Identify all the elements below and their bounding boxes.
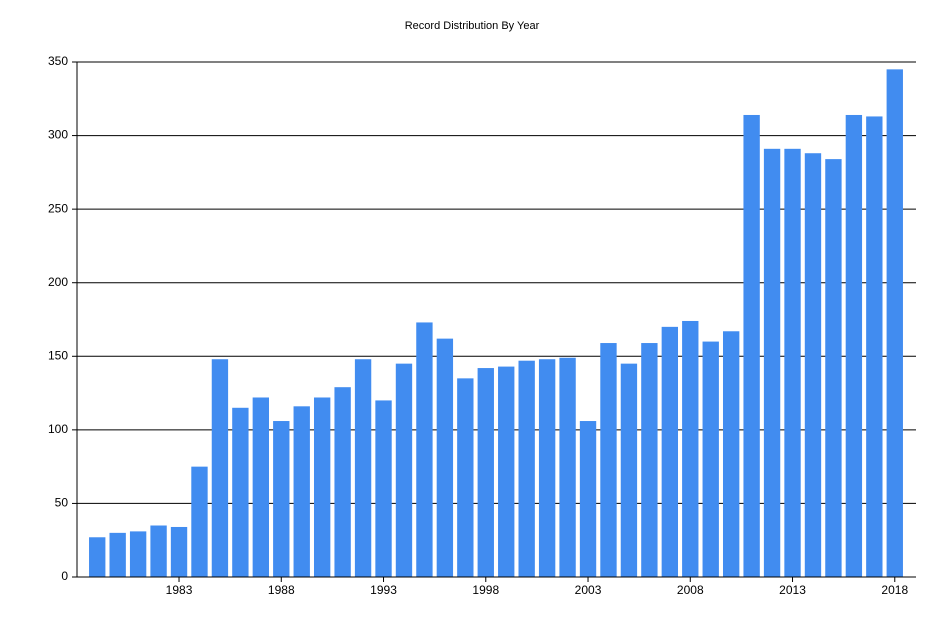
y-tick-label: 250 [48, 201, 68, 215]
bar [191, 466, 208, 577]
bar [825, 159, 842, 577]
bar [89, 537, 106, 577]
bar [170, 526, 188, 577]
bar [211, 359, 229, 577]
y-tick-label: 150 [48, 348, 68, 362]
bar [763, 148, 781, 578]
bar [579, 421, 597, 577]
x-tick-label: 1998 [472, 583, 499, 597]
bar [722, 331, 740, 577]
bar [436, 338, 454, 577]
bar [457, 378, 474, 577]
x-tick-label: 2003 [575, 583, 602, 597]
y-tick-label: 100 [48, 422, 68, 436]
bar [559, 357, 576, 577]
bar [600, 343, 617, 577]
y-tick-label: 200 [48, 275, 68, 289]
bar [518, 360, 535, 577]
bar [804, 153, 822, 577]
bar [538, 359, 556, 577]
bar [354, 359, 372, 577]
bar [477, 368, 494, 577]
bar [743, 114, 760, 577]
bar [784, 148, 801, 578]
x-tick-label: 2013 [779, 583, 806, 597]
bar [395, 363, 413, 577]
bar [845, 114, 863, 577]
bar [620, 363, 638, 577]
y-tick-label: 50 [55, 496, 69, 510]
bar [150, 525, 167, 577]
bar [334, 387, 351, 577]
bar [313, 397, 331, 577]
bar [702, 341, 719, 577]
bar [416, 322, 433, 577]
bar [375, 400, 392, 577]
bar [273, 421, 290, 577]
x-tick-label: 2008 [677, 583, 704, 597]
bar [498, 366, 515, 577]
bar [252, 397, 270, 577]
bar [109, 532, 126, 577]
bar [682, 320, 699, 577]
bar [232, 407, 249, 577]
bar [641, 343, 658, 577]
bar [886, 69, 903, 577]
bar [866, 116, 883, 577]
bar [293, 406, 310, 577]
y-tick-label: 0 [61, 569, 68, 583]
x-tick-label: 1993 [370, 583, 397, 597]
x-tick-label: 2018 [881, 583, 908, 597]
bar [661, 326, 679, 577]
chart-title: Record Distribution By Year [405, 20, 540, 32]
x-tick-label: 1988 [268, 583, 295, 597]
bar [129, 531, 147, 577]
y-tick-label: 300 [48, 128, 68, 142]
y-tick-label: 350 [48, 54, 68, 68]
x-tick-label: 1983 [166, 583, 193, 597]
